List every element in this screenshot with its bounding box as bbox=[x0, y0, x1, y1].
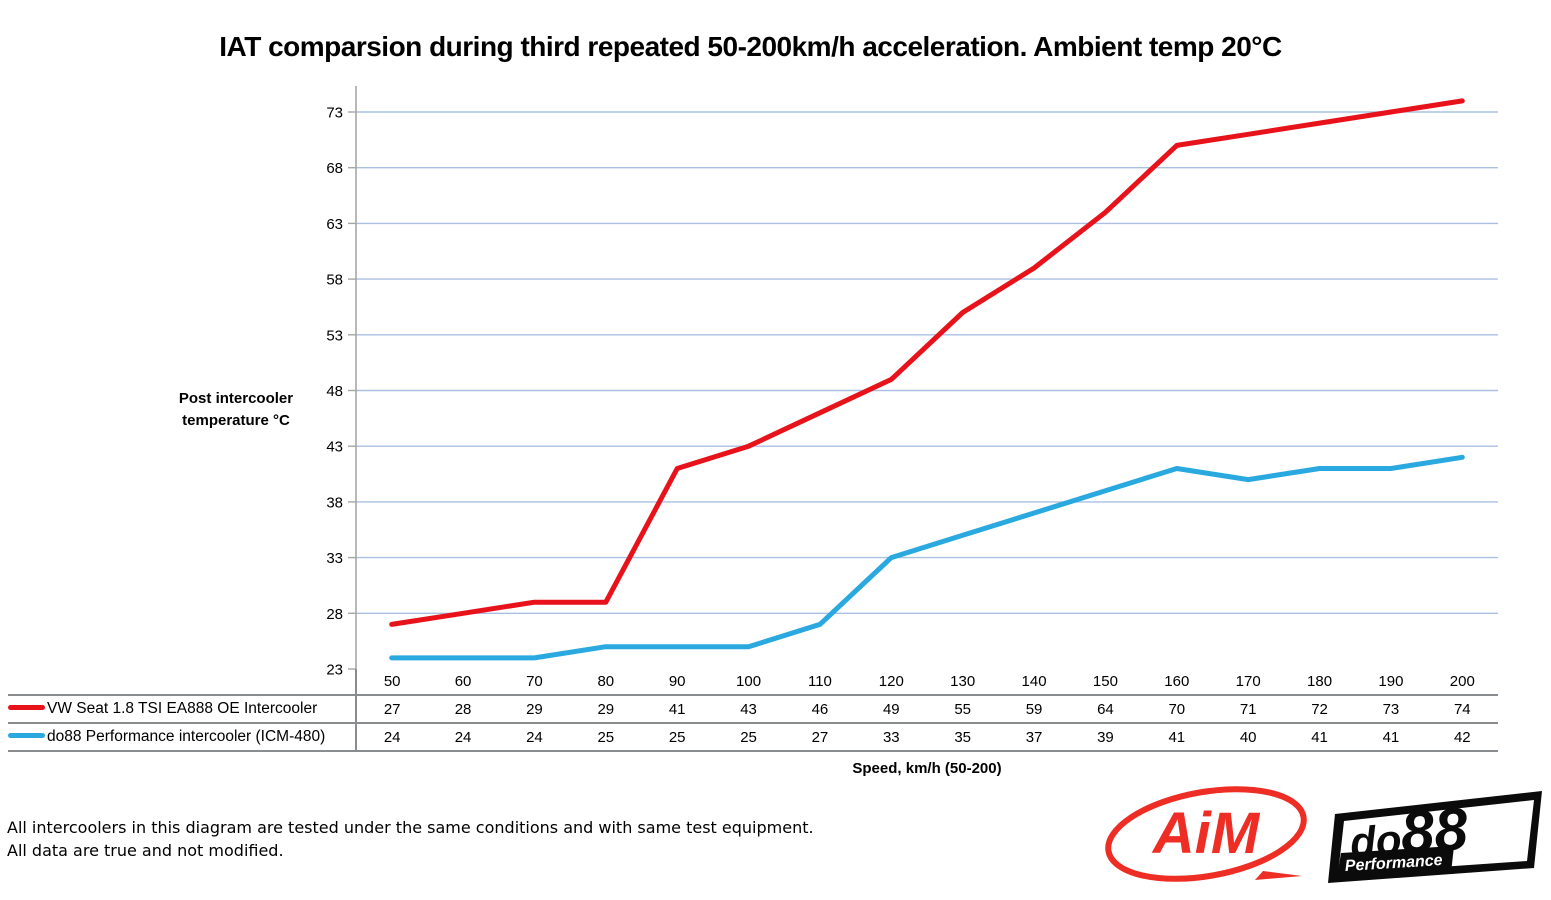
series-value: 27 bbox=[354, 694, 428, 723]
series-value: 35 bbox=[927, 722, 999, 752]
series-value: 41 bbox=[1283, 722, 1356, 752]
series-line-marker bbox=[8, 704, 45, 710]
aim-ellipse-icon: AiM bbox=[1105, 786, 1307, 882]
aim-logo-text: AiM bbox=[1151, 801, 1261, 866]
legend-cell: do88 Performance intercooler (ICM-480) bbox=[8, 722, 356, 752]
series-value: 59 bbox=[998, 694, 1070, 723]
x-tick-label: 150 bbox=[1092, 673, 1118, 690]
x-tick-label: 70 bbox=[526, 673, 543, 690]
series-value: 72 bbox=[1283, 694, 1356, 723]
series-value: 25 bbox=[641, 722, 713, 752]
series-value: 71 bbox=[1212, 694, 1284, 723]
y-tick-label: 63 bbox=[326, 216, 343, 233]
disclaimer-line-1: All intercoolers in this diagram are tes… bbox=[7, 818, 814, 837]
series-value: 41 bbox=[1141, 722, 1213, 752]
y-tick-label: 73 bbox=[326, 105, 343, 122]
do88-performance-text: Performance bbox=[1344, 852, 1443, 875]
series-line-0 bbox=[389, 98, 1465, 627]
series-value: 33 bbox=[855, 722, 927, 752]
series-value: 74 bbox=[1426, 694, 1498, 723]
series-value: 49 bbox=[855, 694, 927, 723]
disclaimer: All intercoolers in this diagram are tes… bbox=[7, 816, 814, 862]
series-value: 41 bbox=[1355, 722, 1427, 752]
x-tick-label: 170 bbox=[1235, 673, 1261, 690]
series-value: 73 bbox=[1355, 694, 1427, 723]
series-value: 29 bbox=[570, 694, 642, 723]
y-tick-label: 68 bbox=[326, 160, 343, 177]
series-line-marker bbox=[8, 732, 45, 738]
do88-frame-icon: do88 Performance bbox=[1328, 791, 1542, 883]
x-header-row: 50 60 70 80 90 100 110 120 130 140 150 160 170 180 190… bbox=[8, 669, 1498, 695]
series-value: 27 bbox=[784, 722, 856, 752]
x-tick-label: 90 bbox=[668, 673, 686, 690]
aim-logo: AiM bbox=[1095, 782, 1317, 890]
legend-header-blank bbox=[8, 669, 356, 695]
do88-logo: do88 Performance bbox=[1328, 788, 1546, 888]
series-line-1 bbox=[389, 454, 1465, 661]
series-name: do88 Performance intercooler (ICM-480) bbox=[47, 728, 326, 745]
x-tick-label: 190 bbox=[1378, 673, 1404, 690]
x-tick-label: 140 bbox=[1021, 673, 1047, 690]
y-tick-label: 58 bbox=[326, 272, 343, 289]
series-value: 46 bbox=[784, 694, 856, 723]
series-value: 41 bbox=[641, 694, 713, 723]
series-value: 24 bbox=[498, 722, 571, 752]
x-tick-label: 160 bbox=[1164, 673, 1190, 690]
y-tick-label: 38 bbox=[326, 494, 343, 511]
x-tick-label: 110 bbox=[807, 673, 832, 690]
series-value: 40 bbox=[1212, 722, 1284, 752]
y-tick-label: 33 bbox=[326, 550, 343, 567]
x-tick-label: 60 bbox=[454, 673, 472, 690]
x-tick-label: 120 bbox=[878, 673, 904, 690]
x-tick-label: 50 bbox=[354, 669, 428, 695]
series-value: 29 bbox=[498, 694, 571, 723]
y-tick-label: 28 bbox=[326, 606, 343, 623]
chart-title: IAT comparsion during third repeated 50-… bbox=[219, 31, 1282, 62]
x-tick-label: 100 bbox=[736, 673, 762, 690]
y-tick-label: 48 bbox=[326, 383, 343, 400]
series-value: 25 bbox=[712, 722, 785, 752]
disclaimer-line-2: All data are true and not modified. bbox=[7, 841, 284, 860]
series-value: 24 bbox=[427, 722, 499, 752]
x-axis-title: Speed, km/h (50-200) bbox=[852, 760, 1002, 777]
x-tick-label: 80 bbox=[597, 673, 615, 690]
series-value: 42 bbox=[1426, 722, 1498, 752]
series-name: VW Seat 1.8 TSI EA888 OE Intercooler bbox=[47, 700, 318, 717]
y-tick-label: 43 bbox=[326, 439, 343, 456]
series-value: 43 bbox=[712, 694, 785, 723]
series-value: 70 bbox=[1141, 694, 1213, 723]
x-tick-label: 130 bbox=[950, 673, 976, 690]
series-row-0: VW Seat 1.8 TSI EA888 OE Intercooler 27 28… bbox=[8, 694, 1498, 723]
y-tick-label: 53 bbox=[326, 327, 343, 344]
legend-cell: VW Seat 1.8 TSI EA888 OE Intercooler bbox=[8, 694, 356, 723]
series-value: 25 bbox=[570, 722, 642, 752]
x-tick-label: 180 bbox=[1307, 673, 1333, 690]
series-value: 55 bbox=[927, 694, 999, 723]
series-value: 64 bbox=[1069, 694, 1142, 723]
y-axis-title: Post intercooler temperature °C bbox=[178, 390, 294, 429]
data-table: 50 60 70 80 90 100 110 120 130 140 150 160 170 180 190… bbox=[8, 669, 1498, 752]
x-tick-label: 200 bbox=[1449, 673, 1475, 690]
series-value: 28 bbox=[427, 694, 499, 723]
series-value: 37 bbox=[998, 722, 1070, 752]
series-value: 24 bbox=[354, 722, 428, 752]
series-row-1: do88 Performance intercooler (ICM-480) 24… bbox=[8, 722, 1498, 752]
series-value: 39 bbox=[1069, 722, 1142, 752]
do88-logo-text: do88 bbox=[1347, 795, 1470, 870]
